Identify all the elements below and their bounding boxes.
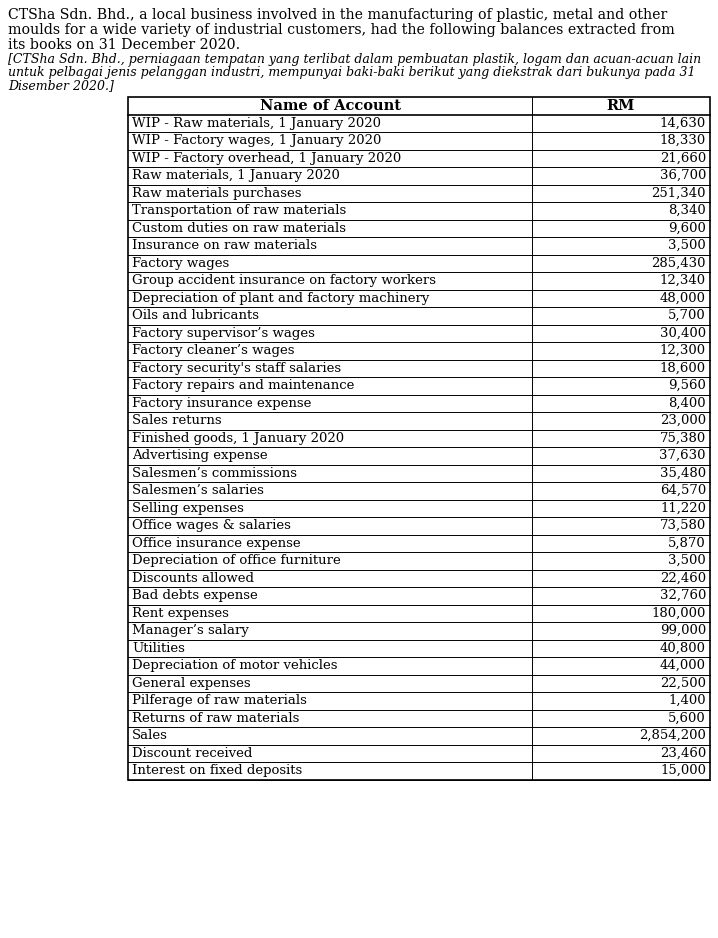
Text: Discount received: Discount received: [132, 747, 252, 760]
Text: 23,000: 23,000: [660, 415, 706, 427]
Text: Raw materials, 1 January 2020: Raw materials, 1 January 2020: [132, 169, 340, 182]
Text: 3,500: 3,500: [668, 554, 706, 567]
Text: 1,400: 1,400: [668, 694, 706, 707]
Text: WIP - Factory overhead, 1 January 2020: WIP - Factory overhead, 1 January 2020: [132, 152, 401, 165]
Text: 18,600: 18,600: [660, 362, 706, 375]
Text: Factory insurance expense: Factory insurance expense: [132, 397, 312, 410]
Text: Raw materials purchases: Raw materials purchases: [132, 187, 302, 200]
Text: 75,380: 75,380: [660, 431, 706, 445]
Text: untuk pelbagai jenis pelanggan industri, mempunyai baki-baki berikut yang diekst: untuk pelbagai jenis pelanggan industri,…: [8, 66, 696, 79]
Text: Factory security's staff salaries: Factory security's staff salaries: [132, 362, 341, 375]
Text: Utilities: Utilities: [132, 642, 185, 655]
Text: Factory repairs and maintenance: Factory repairs and maintenance: [132, 379, 355, 392]
Text: 44,000: 44,000: [660, 659, 706, 673]
Text: Custom duties on raw materials: Custom duties on raw materials: [132, 221, 346, 234]
Text: 22,500: 22,500: [660, 676, 706, 689]
Text: Depreciation of plant and factory machinery: Depreciation of plant and factory machin…: [132, 292, 429, 305]
Text: 48,000: 48,000: [660, 292, 706, 305]
Text: Name of Account: Name of Account: [259, 98, 401, 113]
Text: its books on 31 December 2020.: its books on 31 December 2020.: [8, 38, 241, 52]
Text: Factory wages: Factory wages: [132, 257, 229, 270]
Text: WIP - Raw materials, 1 January 2020: WIP - Raw materials, 1 January 2020: [132, 116, 381, 129]
Text: 8,340: 8,340: [668, 204, 706, 218]
Text: Office insurance expense: Office insurance expense: [132, 537, 301, 550]
Text: Selling expenses: Selling expenses: [132, 502, 244, 515]
Text: Factory supervisor’s wages: Factory supervisor’s wages: [132, 326, 315, 340]
Text: 21,660: 21,660: [660, 152, 706, 165]
Text: Sales returns: Sales returns: [132, 415, 222, 427]
Text: General expenses: General expenses: [132, 676, 251, 689]
Text: Returns of raw materials: Returns of raw materials: [132, 712, 299, 725]
Text: 5,700: 5,700: [668, 310, 706, 323]
Text: Depreciation of office furniture: Depreciation of office furniture: [132, 554, 341, 567]
Text: 8,400: 8,400: [668, 397, 706, 410]
Text: Discounts allowed: Discounts allowed: [132, 572, 254, 584]
Text: 64,570: 64,570: [660, 484, 706, 497]
Text: Group accident insurance on factory workers: Group accident insurance on factory work…: [132, 274, 436, 287]
Text: Interest on fixed deposits: Interest on fixed deposits: [132, 764, 302, 778]
Text: 23,460: 23,460: [660, 747, 706, 760]
Text: Disember 2020.]: Disember 2020.]: [8, 79, 114, 92]
Text: Advertising expense: Advertising expense: [132, 449, 268, 462]
Text: Transportation of raw materials: Transportation of raw materials: [132, 204, 346, 218]
Text: 11,220: 11,220: [660, 502, 706, 515]
Text: 5,600: 5,600: [668, 712, 706, 725]
Text: 18,330: 18,330: [660, 134, 706, 147]
Bar: [128, 97, 710, 779]
Text: 12,300: 12,300: [660, 344, 706, 357]
Text: Insurance on raw materials: Insurance on raw materials: [132, 239, 317, 252]
Text: 5,870: 5,870: [668, 537, 706, 550]
Text: Depreciation of motor vehicles: Depreciation of motor vehicles: [132, 659, 337, 673]
Text: CTSha Sdn. Bhd., a local business involved in the manufacturing of plastic, meta: CTSha Sdn. Bhd., a local business involv…: [8, 8, 667, 22]
Text: WIP - Factory wages, 1 January 2020: WIP - Factory wages, 1 January 2020: [132, 134, 381, 147]
Text: Manager’s salary: Manager’s salary: [132, 625, 249, 637]
Text: 73,580: 73,580: [660, 520, 706, 532]
Text: 22,460: 22,460: [660, 572, 706, 584]
Text: 35,480: 35,480: [660, 467, 706, 479]
Text: 99,000: 99,000: [660, 625, 706, 637]
Text: 251,340: 251,340: [651, 187, 706, 200]
Text: Rent expenses: Rent expenses: [132, 607, 229, 620]
Text: 9,560: 9,560: [668, 379, 706, 392]
Text: 32,760: 32,760: [660, 589, 706, 602]
Text: RM: RM: [607, 98, 635, 113]
Text: 40,800: 40,800: [660, 642, 706, 655]
Text: Salesmen’s salaries: Salesmen’s salaries: [132, 484, 264, 497]
Text: 12,340: 12,340: [660, 274, 706, 287]
Text: Office wages & salaries: Office wages & salaries: [132, 520, 291, 532]
Text: 285,430: 285,430: [651, 257, 706, 270]
Text: 15,000: 15,000: [660, 764, 706, 778]
Text: 36,700: 36,700: [660, 169, 706, 182]
Text: 9,600: 9,600: [668, 221, 706, 234]
Text: Bad debts expense: Bad debts expense: [132, 589, 258, 602]
Text: 37,630: 37,630: [660, 449, 706, 462]
Text: Finished goods, 1 January 2020: Finished goods, 1 January 2020: [132, 431, 344, 445]
Text: 2,854,200: 2,854,200: [639, 729, 706, 742]
Text: 14,630: 14,630: [660, 116, 706, 129]
Text: Salesmen’s commissions: Salesmen’s commissions: [132, 467, 297, 479]
Text: 3,500: 3,500: [668, 239, 706, 252]
Text: Pilferage of raw materials: Pilferage of raw materials: [132, 694, 307, 707]
Text: moulds for a wide variety of industrial customers, had the following balances ex: moulds for a wide variety of industrial …: [8, 23, 675, 37]
Text: 30,400: 30,400: [660, 326, 706, 340]
Text: Oils and lubricants: Oils and lubricants: [132, 310, 259, 323]
Text: Sales: Sales: [132, 729, 168, 742]
Text: Factory cleaner’s wages: Factory cleaner’s wages: [132, 344, 294, 357]
Text: [CTSha Sdn. Bhd., perniagaan tempatan yang terlibat dalam pembuatan plastik, log: [CTSha Sdn. Bhd., perniagaan tempatan ya…: [8, 53, 701, 66]
Text: 180,000: 180,000: [652, 607, 706, 620]
